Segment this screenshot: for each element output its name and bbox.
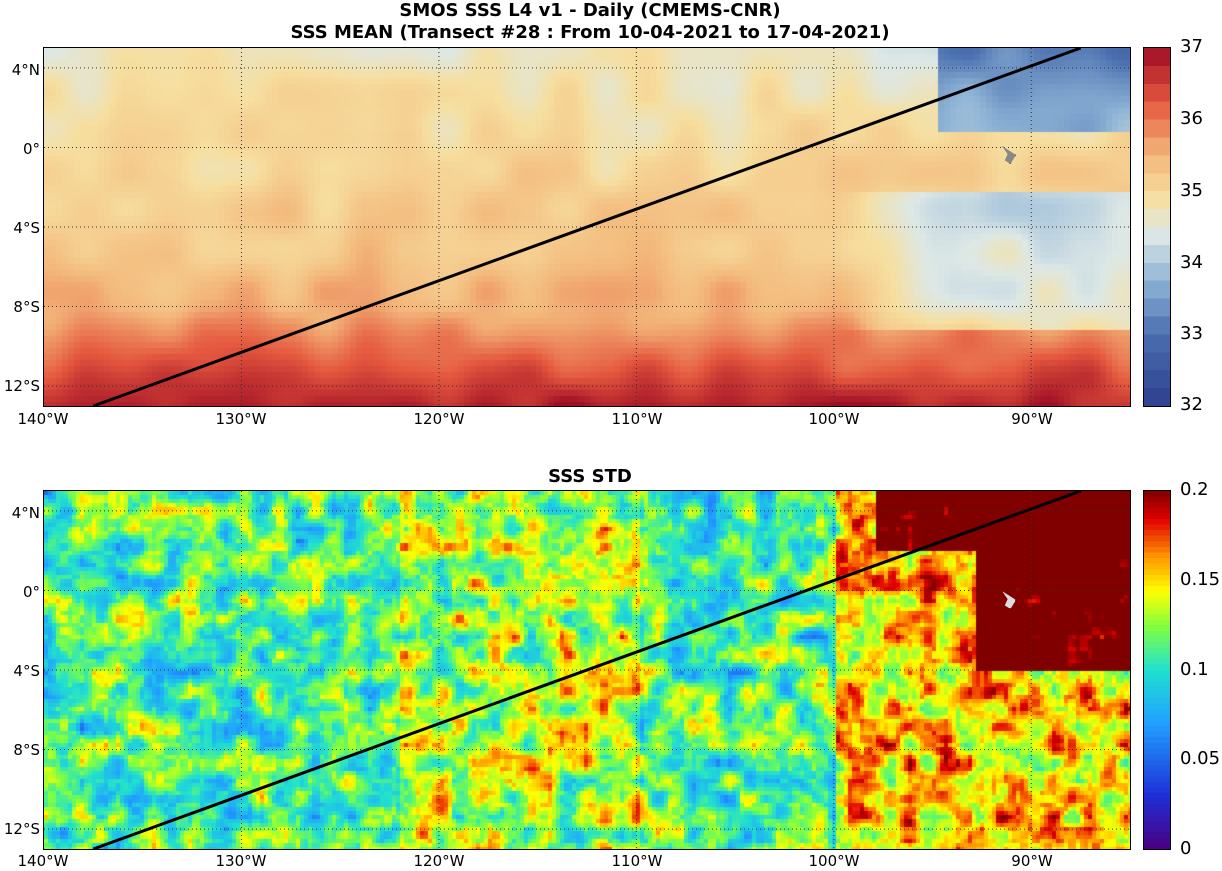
mean-cbar-tick-35: 35 bbox=[1180, 180, 1203, 201]
map-title-line2: SSS MEAN (Transect #28 : From 10-04-2021… bbox=[290, 22, 890, 43]
lat-tick-4s: 4°S bbox=[13, 219, 40, 237]
std-cbar-tick-0.2: 0.2 bbox=[1180, 479, 1209, 500]
sss-std-map bbox=[43, 490, 1131, 850]
std-title: SSS STD bbox=[548, 466, 632, 487]
lon-tick-110w: 110°W bbox=[611, 410, 663, 428]
std-overlay bbox=[44, 491, 1130, 849]
std-lon-tick-100w: 100°W bbox=[808, 852, 860, 870]
lat-tick-12s: 12°S bbox=[3, 377, 40, 395]
lon-tick-140w: 140°W bbox=[17, 410, 69, 428]
std-cbar-tick-0.1: 0.1 bbox=[1180, 659, 1209, 680]
transect-line-std bbox=[92, 491, 1082, 849]
lon-tick-120w: 120°W bbox=[413, 410, 465, 428]
std-lat-tick-4s: 4°S bbox=[13, 662, 40, 680]
std-lat-tick-4n: 4°N bbox=[11, 504, 40, 522]
std-lat-tick-8s: 8°S bbox=[13, 741, 40, 759]
mean-cbar-tick-36: 36 bbox=[1180, 108, 1203, 129]
mean-gridlines bbox=[44, 48, 1130, 406]
std-cbar-tick-0: 0 bbox=[1180, 838, 1192, 859]
mean-cbar-tick-32: 32 bbox=[1180, 394, 1203, 415]
std-lon-tick-110w: 110°W bbox=[611, 852, 663, 870]
std-lon-tick-130w: 130°W bbox=[215, 852, 267, 870]
sss-mean-map bbox=[43, 47, 1131, 407]
std-gridlines bbox=[44, 491, 1130, 849]
lat-tick-0: 0° bbox=[22, 140, 40, 158]
map-title-line1: SMOS SSS L4 v1 - Daily (CMEMS-CNR) bbox=[399, 0, 781, 21]
mean-cbar-tick-33: 33 bbox=[1180, 323, 1203, 344]
lon-tick-90w: 90°W bbox=[1011, 410, 1053, 428]
std-lon-tick-90w: 90°W bbox=[1011, 852, 1053, 870]
std-cbar-tick-0.15: 0.15 bbox=[1180, 569, 1221, 590]
transect-line bbox=[92, 48, 1082, 406]
mean-cbar-tick-34: 34 bbox=[1180, 252, 1203, 273]
mean-overlay bbox=[44, 48, 1130, 406]
std-cbar-tick-0.05: 0.05 bbox=[1180, 748, 1221, 769]
std-lat-tick-0: 0° bbox=[22, 583, 40, 601]
lat-tick-4n: 4°N bbox=[11, 61, 40, 79]
mean-cbar-tick-37: 37 bbox=[1180, 36, 1203, 57]
lat-tick-8s: 8°S bbox=[13, 298, 40, 316]
std-colorbar bbox=[1143, 490, 1171, 850]
std-lon-tick-120w: 120°W bbox=[413, 852, 465, 870]
std-lon-tick-140w: 140°W bbox=[17, 852, 69, 870]
std-lat-tick-12s: 12°S bbox=[3, 820, 40, 838]
lon-tick-100w: 100°W bbox=[808, 410, 860, 428]
lon-tick-130w: 130°W bbox=[215, 410, 267, 428]
mean-colorbar bbox=[1143, 47, 1171, 407]
